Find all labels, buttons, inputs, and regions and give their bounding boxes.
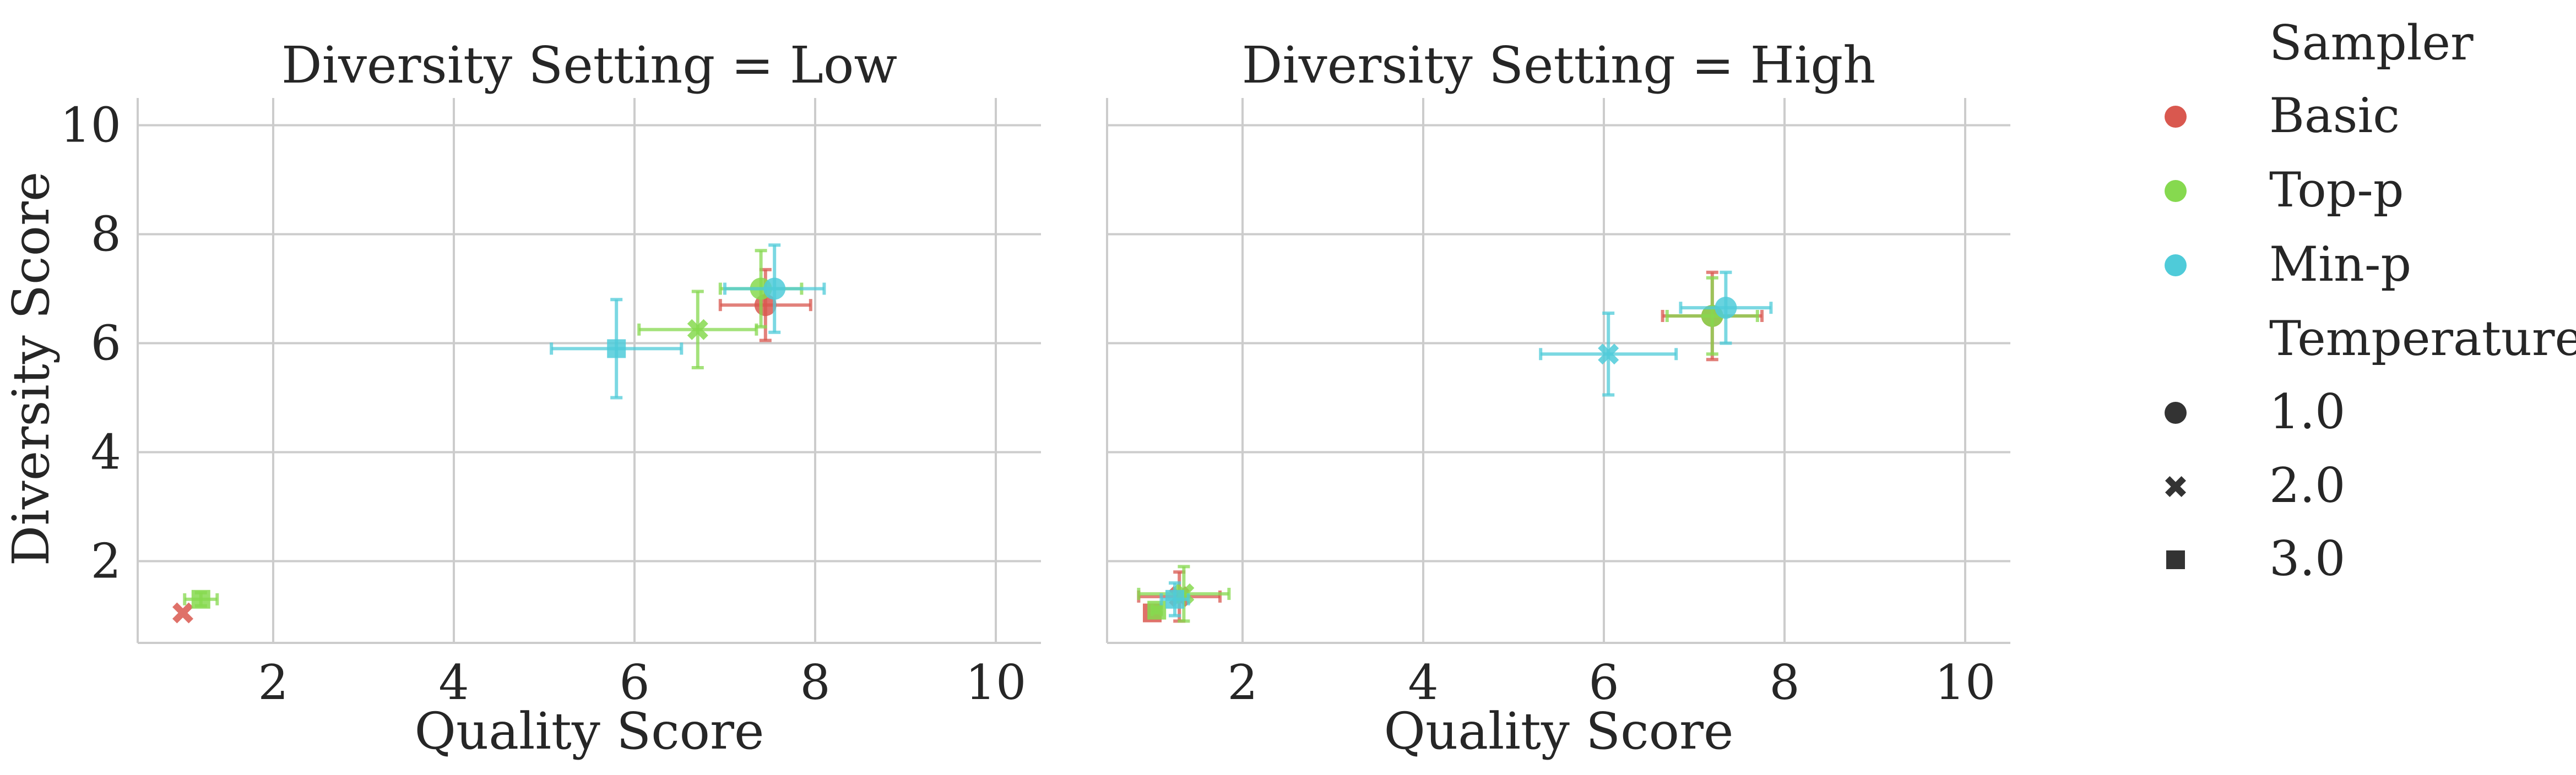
panel-title: Diversity Setting = High: [1242, 36, 1876, 95]
data-point-marker: [763, 277, 786, 300]
data-point-marker: [172, 602, 193, 624]
data-point-marker: [1165, 590, 1184, 609]
x-tick-label: 4: [1408, 654, 1438, 711]
legend-item-min-p-marker: [2165, 254, 2187, 276]
legend-item-temp-2-0-label: 2.0: [2269, 457, 2345, 514]
y-axis-label: Diversity Score: [2, 172, 61, 566]
y-tick-label: 2: [91, 533, 121, 590]
legend-style-title: Temperature: [2269, 310, 2576, 367]
legend-item-top-p-marker: [2165, 180, 2187, 202]
point-min-p-t2-0: [1539, 312, 1678, 397]
data-point-marker: [191, 590, 210, 609]
data-point-marker: [1715, 297, 1737, 319]
data-point-marker: [1147, 601, 1167, 620]
point-top-p-t2-0: [637, 290, 758, 370]
panel-1: 2 4 6 8 10 2 4 6 8 10 Diversity Setting = Low Quali…: [60, 36, 1041, 761]
legend: Sampler Basic Top-p Min-p Temperature 1.0 2.0 3…: [2165, 15, 2576, 587]
y-tick-label: 6: [91, 315, 121, 372]
y-tick-label: 4: [91, 424, 121, 481]
x-tick-label: 8: [1769, 654, 1799, 711]
point-min-p-t3-0: [1159, 581, 1190, 618]
data-point-marker: [607, 339, 626, 358]
x-tick-label: 6: [619, 654, 649, 711]
panel-title: Diversity Setting = Low: [281, 36, 897, 95]
x-tick-label: 6: [1588, 654, 1619, 711]
y-tick-label: 8: [91, 206, 121, 263]
x-tick-label: 10: [1935, 654, 1996, 711]
legend-hue-title: Sampler: [2269, 15, 2474, 71]
point-top-p-t3-0: [183, 590, 219, 609]
legend-item-temp-1-0-marker: [2165, 402, 2187, 424]
legend-item-temp-1-0-label: 1.0: [2269, 384, 2345, 440]
point-min-p-t1-0: [1679, 270, 1773, 345]
legend-item-basic-marker: [2165, 106, 2187, 128]
panel-2: 2 4 6 8 10 Diversity Setting = High Quality Sc…: [1106, 36, 2010, 761]
legend-item-temp-2-0-marker: [2165, 476, 2186, 497]
legend-item-temp-3-0-marker: [2166, 550, 2185, 569]
data-point-marker: [1598, 343, 1619, 365]
legend-item-min-p-label: Min-p: [2269, 236, 2411, 292]
point-min-p-t3-0: [550, 298, 684, 400]
x-tick-label: 10: [966, 654, 1027, 711]
point-top-p-t3-0: [1147, 601, 1167, 620]
legend-item-temp-3-0-label: 3.0: [2269, 531, 2345, 587]
x-tick-label: 4: [438, 654, 469, 711]
x-axis-label: Quality Score: [1384, 702, 1734, 761]
x-tick-label: 8: [800, 654, 830, 711]
panels-layer: 2 4 6 8 10 2 4 6 8 10 Diversity Setting = Low Quali…: [60, 36, 2010, 761]
x-axis-label: Quality Score: [415, 702, 764, 761]
x-tick-label: 2: [258, 654, 288, 711]
legend-item-top-p-label: Top-p: [2269, 162, 2404, 218]
legend-item-basic-label: Basic: [2269, 88, 2400, 144]
data-point-marker: [687, 319, 708, 340]
point-basic-t2-0: [172, 602, 193, 624]
point-top-p-t1-0: [1665, 276, 1759, 356]
y-tick-label: 10: [60, 97, 121, 154]
x-tick-label: 2: [1227, 654, 1257, 711]
point-min-p-t1-0: [723, 243, 826, 334]
